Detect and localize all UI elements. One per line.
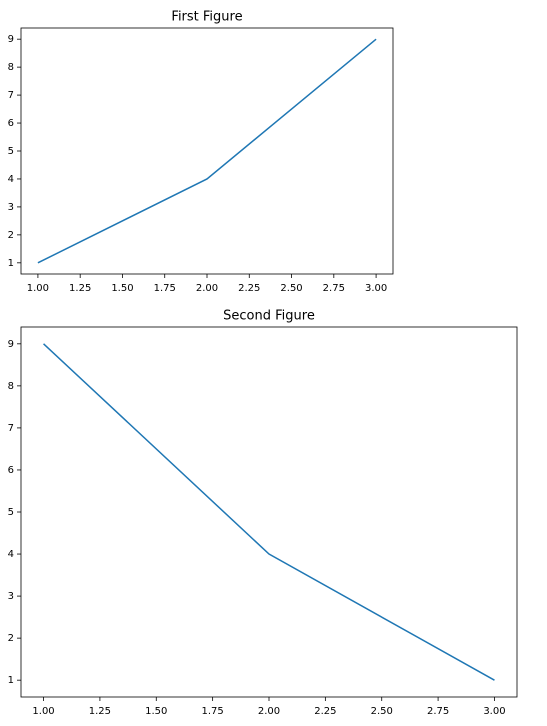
y-tick-label: 8 bbox=[8, 381, 14, 392]
x-tick-label: 2.25 bbox=[238, 283, 260, 294]
y-tick-label: 8 bbox=[8, 62, 14, 73]
x-tick-label: 3.00 bbox=[365, 283, 387, 294]
x-tick-label: 2.50 bbox=[371, 706, 393, 717]
x-tick-label: 2.00 bbox=[196, 283, 218, 294]
chart-title: Second Figure bbox=[223, 309, 315, 324]
y-tick-label: 5 bbox=[8, 507, 14, 518]
y-tick-label: 2 bbox=[8, 633, 14, 644]
x-tick-label: 2.00 bbox=[258, 706, 280, 717]
x-tick-label: 1.50 bbox=[111, 283, 133, 294]
y-tick-label: 4 bbox=[8, 174, 14, 185]
y-tick-label: 1 bbox=[8, 258, 14, 269]
x-tick-label: 2.25 bbox=[314, 706, 336, 717]
x-tick-label: 2.50 bbox=[280, 283, 302, 294]
x-tick-label: 1.25 bbox=[89, 706, 111, 717]
axes-frame bbox=[20, 27, 394, 275]
y-tick-label: 1 bbox=[8, 675, 14, 686]
x-tick-label: 1.50 bbox=[145, 706, 167, 717]
y-tick-label: 7 bbox=[8, 90, 14, 101]
x-tick-label: 1.00 bbox=[27, 283, 49, 294]
x-tick-label: 3.00 bbox=[483, 706, 505, 717]
x-tick-label: 1.75 bbox=[202, 706, 224, 717]
y-tick-label: 2 bbox=[8, 230, 14, 241]
y-tick-label: 9 bbox=[8, 34, 14, 45]
x-tick-label: 2.75 bbox=[323, 283, 345, 294]
x-tick-label: 1.25 bbox=[69, 283, 91, 294]
y-tick-label: 3 bbox=[8, 202, 14, 213]
x-tick-label: 1.00 bbox=[32, 706, 54, 717]
y-tick-label: 3 bbox=[8, 591, 14, 602]
axes-frame bbox=[20, 326, 518, 698]
y-tick-label: 6 bbox=[8, 465, 14, 476]
y-tick-label: 6 bbox=[8, 118, 14, 129]
y-tick-label: 9 bbox=[8, 339, 14, 350]
line bbox=[43, 343, 495, 681]
chart-title: First Figure bbox=[171, 10, 242, 25]
y-tick-label: 5 bbox=[8, 146, 14, 157]
x-tick-label: 2.75 bbox=[427, 706, 449, 717]
x-tick-label: 1.75 bbox=[154, 283, 176, 294]
line bbox=[37, 38, 377, 264]
y-tick-label: 7 bbox=[8, 423, 14, 434]
y-tick-label: 4 bbox=[8, 549, 14, 560]
